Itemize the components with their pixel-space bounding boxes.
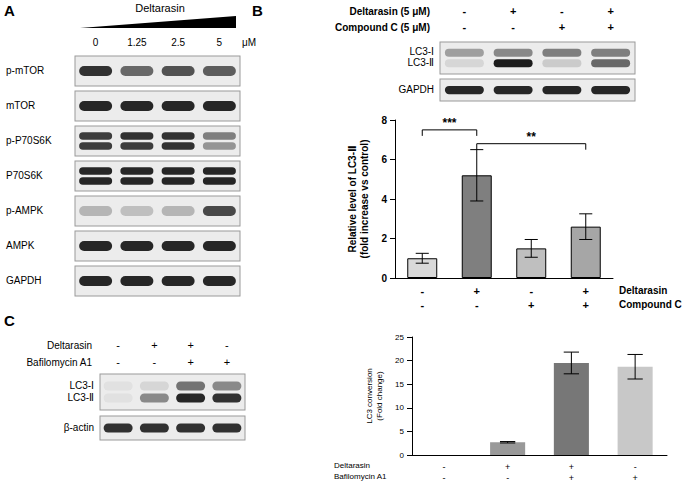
svg-text:+: +: [607, 5, 613, 17]
svg-text:5: 5: [217, 37, 223, 48]
svg-text:+: +: [632, 473, 637, 483]
svg-text:(Fold change): (Fold change): [375, 371, 384, 421]
svg-text:AMPK: AMPK: [6, 240, 35, 251]
svg-text:-: -: [153, 356, 157, 368]
svg-text:-: -: [463, 5, 467, 17]
svg-text:mTOR: mTOR: [6, 100, 35, 111]
svg-text:-: -: [506, 473, 509, 483]
svg-text:+: +: [583, 285, 589, 297]
svg-text:Bafilomycin A1: Bafilomycin A1: [26, 357, 92, 368]
svg-text:4: 4: [381, 194, 387, 205]
svg-text:-: -: [560, 5, 564, 17]
svg-text:p-mTOR: p-mTOR: [6, 65, 44, 76]
svg-text:0: 0: [93, 37, 99, 48]
svg-text:Deltarasin (5 μM): Deltarasin (5 μM): [349, 6, 430, 17]
svg-text:+: +: [187, 356, 193, 368]
svg-text:2.5: 2.5: [171, 37, 185, 48]
svg-text:6: 6: [381, 154, 387, 165]
svg-text:-: -: [475, 299, 479, 311]
svg-text:25: 25: [395, 333, 404, 342]
svg-text:+: +: [151, 339, 157, 351]
svg-text:LC3-Ⅱ: LC3-Ⅱ: [407, 57, 434, 68]
svg-text:-: -: [463, 21, 467, 33]
svg-text:β-actin: β-actin: [64, 422, 94, 433]
svg-text:10: 10: [395, 403, 404, 412]
svg-text:μM: μM: [242, 37, 256, 48]
svg-text:-: -: [442, 462, 445, 472]
svg-text:-: -: [116, 356, 120, 368]
svg-text:+: +: [569, 462, 574, 472]
svg-text:-: -: [420, 285, 424, 297]
svg-text:0: 0: [381, 273, 387, 284]
svg-text:A: A: [4, 2, 15, 19]
svg-text:p-AMPK: p-AMPK: [6, 205, 44, 216]
svg-text:Deltarasin: Deltarasin: [619, 285, 667, 296]
svg-text:LC3-Ⅰ: LC3-Ⅰ: [69, 380, 94, 391]
svg-text:1.25: 1.25: [127, 37, 147, 48]
svg-text:20: 20: [395, 356, 404, 365]
svg-text:+: +: [474, 285, 480, 297]
svg-text:Compound C: Compound C: [619, 299, 682, 310]
svg-text:+: +: [528, 299, 534, 311]
svg-text:+: +: [569, 473, 574, 483]
svg-text:C: C: [4, 312, 15, 329]
svg-text:LC3-Ⅰ: LC3-Ⅰ: [409, 46, 434, 57]
svg-text:p-P70S6K: p-P70S6K: [6, 135, 52, 146]
svg-text:+: +: [224, 356, 230, 368]
svg-text:P70S6K: P70S6K: [6, 170, 43, 181]
svg-text:-: -: [442, 473, 445, 483]
svg-text:0: 0: [400, 451, 405, 460]
svg-text:Relative level of LC3-Ⅱ: Relative level of LC3-Ⅱ: [347, 145, 358, 252]
svg-text:+: +: [187, 339, 193, 351]
svg-text:+: +: [505, 462, 510, 472]
svg-text:GAPDH: GAPDH: [6, 275, 42, 286]
svg-text:-: -: [634, 462, 637, 472]
svg-text:LC3-Ⅱ: LC3-Ⅱ: [67, 392, 94, 403]
svg-text:LC3 conversion: LC3 conversion: [365, 368, 374, 424]
svg-text:-: -: [420, 299, 424, 311]
svg-text:-: -: [511, 21, 515, 33]
svg-text:Deltarasin: Deltarasin: [334, 461, 370, 470]
svg-text:+: +: [583, 299, 589, 311]
svg-text:***: ***: [442, 116, 456, 130]
svg-text:B: B: [252, 2, 263, 19]
svg-text:+: +: [607, 21, 613, 33]
svg-text:-: -: [529, 285, 533, 297]
svg-text:15: 15: [395, 380, 404, 389]
svg-text:5: 5: [400, 427, 405, 436]
svg-text:+: +: [510, 5, 516, 17]
svg-text:+: +: [559, 21, 565, 33]
svg-text:-: -: [116, 339, 120, 351]
svg-text:-: -: [225, 339, 229, 351]
svg-text:(fold increase vs control): (fold increase vs control): [359, 140, 370, 259]
svg-text:Deltarasin: Deltarasin: [47, 340, 92, 351]
svg-text:Compound C (5 μM): Compound C (5 μM): [335, 22, 430, 33]
svg-text:GAPDH: GAPDH: [398, 84, 434, 95]
svg-text:8: 8: [381, 115, 387, 126]
svg-text:2: 2: [381, 233, 387, 244]
svg-text:**: **: [527, 130, 537, 144]
svg-text:Deltarasin: Deltarasin: [135, 2, 185, 14]
svg-text:Bafilomycin A1: Bafilomycin A1: [334, 472, 387, 481]
